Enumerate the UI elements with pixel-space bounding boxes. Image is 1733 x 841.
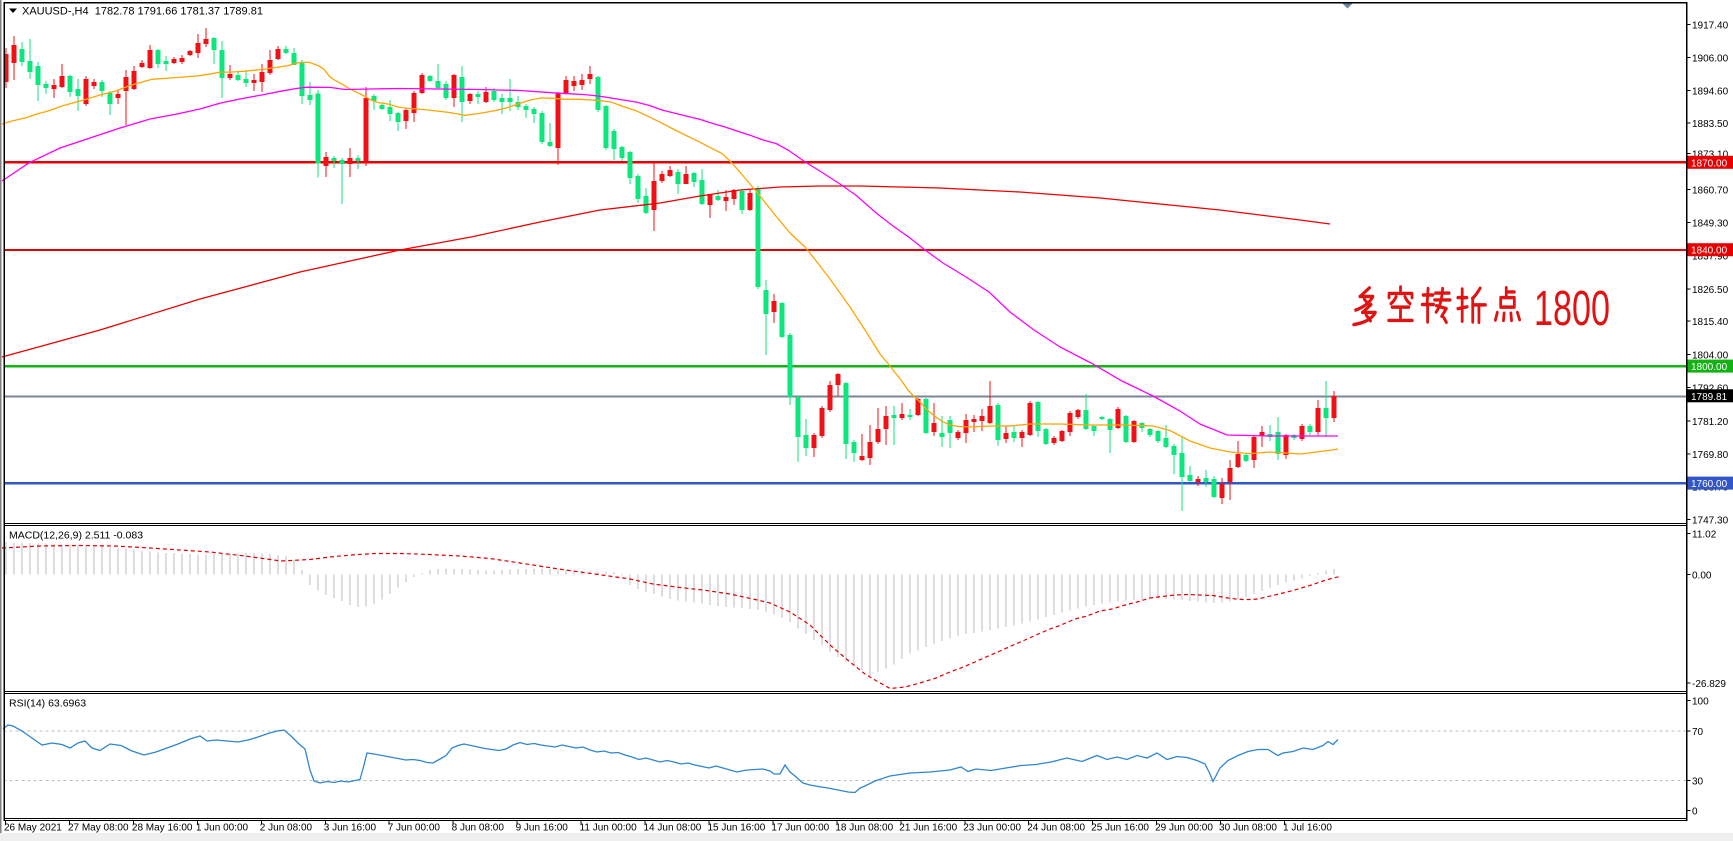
svg-text:11.02: 11.02	[1692, 530, 1717, 541]
svg-text:1873.10: 1873.10	[1692, 149, 1729, 160]
svg-text:1870.00: 1870.00	[1691, 158, 1728, 169]
svg-text:1804.00: 1804.00	[1692, 350, 1729, 361]
svg-text:25 Jun 16:00: 25 Jun 16:00	[1091, 823, 1149, 834]
svg-text:1781.20: 1781.20	[1692, 417, 1729, 428]
svg-text:1906.00: 1906.00	[1692, 54, 1729, 65]
svg-text:RSI(14) 63.6963: RSI(14) 63.6963	[9, 698, 86, 710]
svg-text:1917.40: 1917.40	[1692, 20, 1729, 31]
svg-text:30 Jun 08:00: 30 Jun 08:00	[1219, 823, 1277, 834]
svg-text:7 Jun 00:00: 7 Jun 00:00	[388, 823, 441, 834]
svg-text:1 Jul 16:00: 1 Jul 16:00	[1283, 823, 1332, 834]
svg-text:1760.00: 1760.00	[1691, 479, 1728, 490]
svg-text:15 Jun 16:00: 15 Jun 16:00	[707, 823, 765, 834]
svg-text:1894.60: 1894.60	[1692, 87, 1729, 98]
svg-text:26 May 2021: 26 May 2021	[4, 823, 62, 834]
svg-text:1 Jun 00:00: 1 Jun 00:00	[196, 823, 249, 834]
svg-text:27 May 08:00: 27 May 08:00	[68, 823, 129, 834]
svg-text:70: 70	[1692, 727, 1704, 738]
svg-text:18 Jun 08:00: 18 Jun 08:00	[835, 823, 893, 834]
svg-text:8 Jun 08:00: 8 Jun 08:00	[452, 823, 505, 834]
svg-text:29 Jun 00:00: 29 Jun 00:00	[1155, 823, 1213, 834]
svg-text:1826.50: 1826.50	[1692, 285, 1729, 296]
svg-text:17 Jun 00:00: 17 Jun 00:00	[771, 823, 829, 834]
svg-text:30: 30	[1692, 777, 1704, 788]
svg-text:14 Jun 08:00: 14 Jun 08:00	[644, 823, 702, 834]
svg-text:0.00: 0.00	[1692, 571, 1712, 582]
svg-text:1849.30: 1849.30	[1692, 219, 1729, 230]
svg-text:100: 100	[1692, 697, 1709, 708]
svg-text:1792.60: 1792.60	[1692, 384, 1729, 395]
svg-text:28 May 16:00: 28 May 16:00	[132, 823, 193, 834]
svg-text:1815.40: 1815.40	[1692, 317, 1729, 328]
svg-text:23 Jun 00:00: 23 Jun 00:00	[963, 823, 1021, 834]
svg-text:2 Jun 08:00: 2 Jun 08:00	[260, 823, 313, 834]
svg-text:-26.829: -26.829	[1692, 679, 1726, 690]
svg-text:1883.50: 1883.50	[1692, 119, 1729, 130]
svg-text:1800: 1800	[1534, 282, 1610, 336]
svg-text:11 Jun 00:00: 11 Jun 00:00	[580, 823, 638, 834]
svg-text:1860.70: 1860.70	[1692, 185, 1729, 196]
svg-text:1800.00: 1800.00	[1691, 362, 1728, 373]
svg-text:MACD(12,26,9) 2.511 -0.083: MACD(12,26,9) 2.511 -0.083	[9, 530, 143, 542]
svg-text:24 Jun 08:00: 24 Jun 08:00	[1027, 823, 1085, 834]
svg-text:3 Jun 16:00: 3 Jun 16:00	[324, 823, 377, 834]
svg-text:1837.90: 1837.90	[1692, 252, 1729, 263]
svg-text:XAUUSD-,H4 1782.78 1791.66 17: XAUUSD-,H4 1782.78 1791.66 1781.37 1789.…	[22, 6, 263, 18]
svg-text:9 Jun 16:00: 9 Jun 16:00	[516, 823, 569, 834]
svg-text:1769.80: 1769.80	[1692, 450, 1729, 461]
svg-text:21 Jun 16:00: 21 Jun 16:00	[899, 823, 957, 834]
svg-text:1747.30: 1747.30	[1692, 516, 1729, 527]
svg-text:1789.81: 1789.81	[1691, 392, 1728, 403]
svg-text:0: 0	[1692, 807, 1698, 818]
svg-text:1840.00: 1840.00	[1691, 246, 1728, 257]
